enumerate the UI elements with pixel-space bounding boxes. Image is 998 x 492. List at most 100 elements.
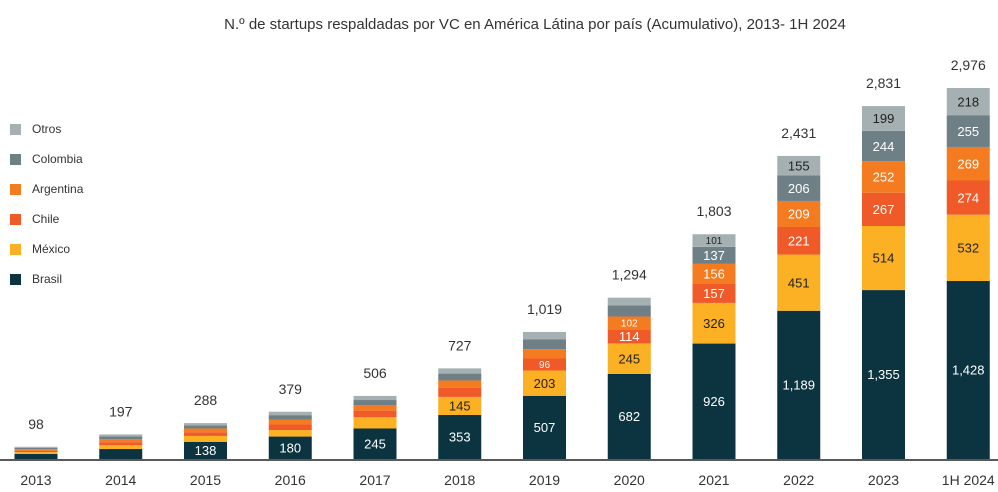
data-label-brasil-2017: 245	[364, 436, 386, 451]
bar-mexico-2019	[523, 370, 566, 396]
legend-swatch-chile	[10, 214, 21, 225]
data-label-mexico-2020: 245	[618, 351, 640, 366]
data-label-argentina-1h-2024: 269	[957, 156, 979, 171]
bar-chile-2019	[523, 358, 566, 371]
bar-colombia-2021	[692, 246, 736, 264]
bar-colombia-2014	[99, 436, 143, 440]
data-label-argentina-2021: 156	[703, 266, 725, 281]
legend-label-otros: Otros	[32, 122, 62, 136]
bar-chile-2013	[14, 450, 58, 453]
data-label-mexico-2022: 451	[788, 275, 810, 290]
bar-colombia-2019	[523, 339, 566, 350]
bar-argentina-2015	[184, 428, 227, 433]
bar-argentina-2021	[692, 263, 736, 284]
bar-brasil-2018	[438, 414, 482, 459]
legend-swatch-argentina	[10, 184, 21, 195]
x-tick-label-1h-2024: 1H 2024	[942, 472, 995, 488]
data-label-argentina-2022: 209	[788, 207, 810, 222]
bar-otros-2023	[862, 106, 905, 131]
total-label-2014: 197	[109, 403, 133, 419]
data-label-colombia-2022: 206	[788, 181, 810, 196]
x-tick-label-2013: 2013	[20, 472, 51, 488]
bar-otros-2015	[184, 423, 227, 426]
bar-brasil-2021	[692, 343, 736, 459]
bar-brasil-2022	[777, 310, 821, 459]
data-label-chile-2019: 96	[539, 360, 551, 371]
bar-chile-2022	[777, 227, 821, 255]
bar-chile-2016	[268, 424, 312, 431]
bar-otros-2020	[607, 297, 651, 306]
data-label-brasil-1h-2024: 1,428	[952, 363, 985, 378]
data-label-otros-1h-2024: 218	[957, 94, 979, 109]
total-label-2022: 2,431	[781, 125, 816, 141]
bar-chile-2018	[438, 387, 482, 397]
x-tick-label-2017: 2017	[359, 472, 390, 488]
bar-colombia-2023	[862, 130, 905, 162]
data-label-colombia-2023: 244	[873, 139, 895, 154]
data-label-otros-2023: 199	[873, 111, 895, 126]
x-tick-label-2023: 2023	[868, 472, 899, 488]
bar-otros-2022	[777, 155, 821, 176]
bar-argentina-2016	[268, 419, 312, 425]
bar-colombia-2018	[438, 373, 482, 381]
bar-otros-1h-2024	[946, 88, 990, 116]
bar-chile-2023	[862, 192, 905, 227]
data-label-colombia-2021: 137	[703, 248, 725, 263]
bar-colombia-2017	[353, 400, 397, 406]
bar-colombia-2015	[184, 425, 227, 429]
data-label-brasil-2020: 682	[618, 409, 640, 424]
data-label-mexico-2021: 326	[703, 316, 725, 331]
data-label-mexico-1h-2024: 532	[957, 240, 979, 255]
total-label-2023: 2,831	[866, 75, 901, 91]
legend-label-argentina: Argentina	[32, 182, 84, 196]
data-label-mexico-2023: 514	[873, 251, 895, 266]
bar-chile-1h-2024	[946, 180, 990, 215]
bar-argentina-2022	[777, 200, 821, 228]
legend-label-mexico: México	[32, 242, 71, 256]
data-label-otros-2022: 155	[788, 158, 810, 173]
bar-chile-2020	[607, 329, 651, 344]
total-label-2021: 1,803	[696, 203, 731, 219]
bar-mexico-2017	[353, 417, 397, 429]
legend-swatch-mexico	[10, 244, 21, 255]
bar-mexico-2014	[99, 445, 143, 450]
bar-colombia-2013	[14, 447, 58, 450]
bar-argentina-2023	[862, 161, 905, 193]
legend-label-chile: Chile	[32, 212, 60, 226]
data-label-colombia-1h-2024: 255	[957, 124, 979, 139]
data-label-brasil-2022: 1,189	[782, 378, 815, 393]
bar-otros-2021	[692, 234, 736, 247]
bar-mexico-1h-2024	[946, 214, 990, 281]
bar-brasil-2020	[607, 373, 651, 459]
legend-item-mexico: México	[10, 241, 83, 271]
bar-chile-2021	[692, 283, 736, 303]
x-tick-label-2015: 2015	[190, 472, 221, 488]
bar-chile-2015	[184, 432, 227, 436]
x-tick-label-2016: 2016	[275, 472, 306, 488]
bar-otros-2018	[438, 368, 482, 374]
data-label-mexico-2018: 145	[449, 399, 471, 414]
bar-colombia-2016	[268, 415, 312, 420]
bar-mexico-2023	[862, 226, 905, 291]
bar-argentina-2020	[607, 316, 651, 330]
data-label-brasil-2015: 138	[195, 443, 217, 458]
bar-mexico-2021	[692, 302, 736, 344]
bar-colombia-1h-2024	[946, 115, 990, 147]
bar-colombia-2020	[607, 305, 651, 317]
data-label-brasil-2023: 1,355	[867, 367, 900, 382]
x-tick-label-2021: 2021	[698, 472, 729, 488]
bar-brasil-2023	[862, 290, 905, 459]
bar-brasil-2019	[523, 395, 566, 459]
x-tick-label-2020: 2020	[614, 472, 645, 488]
x-tick-label-2022: 2022	[783, 472, 814, 488]
bar-otros-2013	[14, 446, 58, 448]
data-label-chile-2023: 267	[873, 202, 895, 217]
data-label-argentina-2020: 102	[621, 318, 638, 329]
bar-otros-2019	[523, 331, 566, 340]
data-label-chile-2020: 114	[619, 329, 640, 344]
total-label-2017: 506	[363, 365, 387, 381]
x-tick-label-2014: 2014	[105, 472, 136, 488]
total-label-2018: 727	[448, 337, 472, 353]
total-label-2016: 379	[279, 381, 303, 397]
